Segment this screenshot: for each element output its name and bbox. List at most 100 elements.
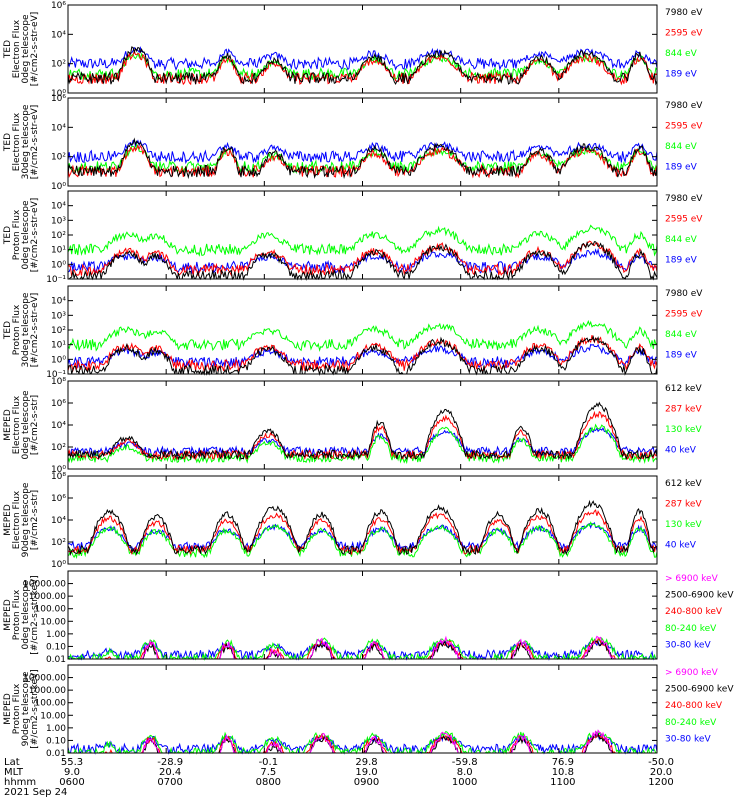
series-7980-ev-trace bbox=[67, 137, 658, 180]
legend-entry: 189 eV bbox=[665, 162, 698, 172]
series-189-ev-trace bbox=[67, 46, 658, 72]
legend-entry: 80-240 keV bbox=[665, 718, 717, 728]
y-axis-label-line: TED bbox=[3, 226, 13, 245]
legend-entry: 7980 eV bbox=[665, 101, 703, 111]
y-tick-label: 10⁴ bbox=[51, 421, 66, 431]
panel-6: 10⁰ 10² 10⁴ 10⁶ 10⁸ MEPED Electron Flux 90deg t… bbox=[3, 472, 702, 570]
mlt-tick-label: 9.0 bbox=[64, 767, 80, 778]
lat-tick-label: 55.3 bbox=[60, 757, 84, 768]
y-tick-label: 10⁰ bbox=[51, 465, 66, 475]
y-tick-label: 100.00 bbox=[35, 605, 67, 615]
panel-5: 10⁰ 10² 10⁴ 10⁶ 10⁸ MEPED Electron Flux 0deg te… bbox=[3, 377, 702, 475]
panel-1: 10⁰ 10² 10⁴ 10⁶ TED Electron Flux 0deg telesco… bbox=[3, 1, 703, 99]
y-axis-label-line: 30deg telescope bbox=[21, 104, 31, 179]
y-axis-label-line: 0deg telescope bbox=[21, 14, 31, 84]
y-axis-label-line: [#/cm2-s-str] bbox=[30, 395, 40, 455]
y-tick-label: 10⁰ bbox=[51, 560, 66, 570]
mlt-tick-label: 19.0 bbox=[355, 767, 378, 778]
legend-entry: 40 keV bbox=[665, 540, 697, 550]
y-tick-label: 10¹ bbox=[51, 341, 66, 351]
y-tick-label: 10⁻¹ bbox=[46, 370, 66, 380]
y-tick-label: 10⁻¹ bbox=[46, 275, 66, 285]
y-tick-label: 1.00 bbox=[46, 724, 66, 734]
legend-entry: 844 eV bbox=[665, 235, 698, 245]
lat-tick-label: 29.8 bbox=[355, 757, 378, 768]
y-axis-label-line: Electron Flux bbox=[12, 112, 22, 171]
panel-frame bbox=[67, 4, 658, 94]
y-axis-label-line: [#/cm2-s-str-eV] bbox=[30, 198, 40, 273]
y-axis-label-line: [#/cm2-s-str-eV] bbox=[30, 105, 40, 180]
y-axis-label-line: [#/cm2-s-str-eV] bbox=[30, 12, 40, 87]
legend-entry: 189 eV bbox=[665, 255, 698, 265]
legend-entry: 612 keV bbox=[665, 384, 702, 394]
legend-entry: 2595 eV bbox=[665, 309, 703, 319]
hhmm-tick-label: 1000 bbox=[451, 777, 478, 788]
y-tick-label: 10² bbox=[51, 60, 66, 70]
y-tick-label: 10² bbox=[51, 538, 66, 548]
legend-entry: 189 eV bbox=[665, 350, 698, 360]
panel-8: 0.01 0.10 1.00 10.00 100.00 1000.00 10000.00 ME… bbox=[3, 664, 734, 759]
y-tick-label: 10² bbox=[51, 326, 66, 336]
y-tick-label: 10⁴ bbox=[51, 123, 66, 133]
legend-entry: 40 keV bbox=[665, 445, 697, 455]
y-tick-label: 10¹ bbox=[51, 246, 66, 256]
series-612-kev-trace bbox=[67, 499, 658, 556]
legend-entry: 30-80 keV bbox=[665, 640, 711, 650]
y-axis-label-line: 0deg telescope bbox=[21, 390, 31, 460]
y-tick-label: 0.01 bbox=[46, 655, 66, 665]
mlt-tick-label: 20.4 bbox=[159, 767, 182, 778]
legend-entry: 2595 eV bbox=[665, 214, 703, 224]
panel-4: 10⁻¹ 10⁰ 10¹ 10² 10³ 10⁴ TED Proton Flux 30deg t… bbox=[3, 285, 703, 380]
series-7980-ev-trace bbox=[67, 335, 658, 376]
y-tick-label: 10⁴ bbox=[51, 30, 66, 40]
y-tick-label: 10⁰ bbox=[51, 260, 66, 270]
y-tick-label: 1.00 bbox=[46, 630, 66, 640]
legend-entry: 2595 eV bbox=[665, 28, 703, 38]
legend-entry: 7980 eV bbox=[665, 8, 703, 18]
hhmm-tick-label: 0600 bbox=[59, 777, 85, 788]
y-axis-label-line: MEPED bbox=[3, 599, 13, 631]
mlt-tick-label: 7.5 bbox=[260, 767, 277, 778]
y-axis-label-line: Proton Flux bbox=[12, 304, 22, 355]
y-tick-label: 10² bbox=[51, 443, 66, 453]
y-axis-label-line: 30deg telescope bbox=[21, 292, 31, 367]
series-189-ev-trace bbox=[67, 139, 658, 165]
legend-entry: 80-240 keV bbox=[665, 624, 717, 634]
lat-tick-label: -28.9 bbox=[157, 757, 184, 768]
y-axis-label-line: [#/cm2-s-str-keV] bbox=[30, 575, 40, 654]
y-axis-label-line: Electron Flux bbox=[12, 19, 22, 78]
legend-entry: 612 keV bbox=[665, 479, 702, 489]
y-axis-label-line: TED bbox=[3, 321, 13, 340]
legend-entry: 2500-6900 keV bbox=[665, 591, 734, 601]
y-tick-label: 10000.00 bbox=[23, 674, 66, 684]
y-tick-label: 0.01 bbox=[46, 749, 66, 759]
y-tick-label: 10⁰ bbox=[51, 89, 66, 99]
legend-entry: 240-800 keV bbox=[665, 607, 723, 617]
y-tick-label: 10.00 bbox=[40, 617, 66, 627]
y-axis-label-line: [#/cm2-s-str-keV] bbox=[30, 669, 40, 748]
hhmm-tick-label: 1100 bbox=[550, 777, 576, 788]
y-axis-label-line: Proton Flux bbox=[12, 209, 22, 260]
date-label: 2021 Sep 24 bbox=[4, 787, 68, 798]
series-2595-ev-trace bbox=[67, 240, 658, 277]
y-tick-label: 10.00 bbox=[40, 711, 66, 721]
y-tick-label: 10³ bbox=[51, 311, 66, 321]
y-tick-label: 10⁶ bbox=[51, 1, 66, 11]
y-tick-label: 100.00 bbox=[35, 699, 67, 709]
hhmm-row-label: hhmm bbox=[4, 777, 37, 788]
y-tick-label: 10⁶ bbox=[51, 494, 66, 504]
panel-7: 0.01 0.10 1.00 10.00 100.00 1000.00 10000.00 ME… bbox=[3, 570, 734, 665]
y-tick-label: 1000.00 bbox=[29, 686, 66, 696]
series-7980-ev-trace bbox=[67, 46, 658, 86]
y-axis-label-line: 90deg telescope bbox=[21, 671, 31, 746]
legend-entry: 2595 eV bbox=[665, 121, 703, 131]
y-tick-label: 10⁶ bbox=[51, 94, 66, 104]
legend-entry: 130 keV bbox=[665, 425, 702, 435]
legend-entry: > 6900 keV bbox=[665, 668, 719, 678]
x-axis-footer: Lat MLT hhmm 2021 Sep 24 55.3 -28.9 -0.1 29… bbox=[4, 758, 744, 798]
y-axis-label-line: 0deg telescope bbox=[21, 200, 31, 270]
y-tick-label: 10⁰ bbox=[51, 355, 66, 365]
legend-entry: 287 keV bbox=[665, 404, 702, 414]
legend-entry: 240-800 keV bbox=[665, 701, 723, 711]
legend-entry: 844 eV bbox=[665, 49, 698, 59]
